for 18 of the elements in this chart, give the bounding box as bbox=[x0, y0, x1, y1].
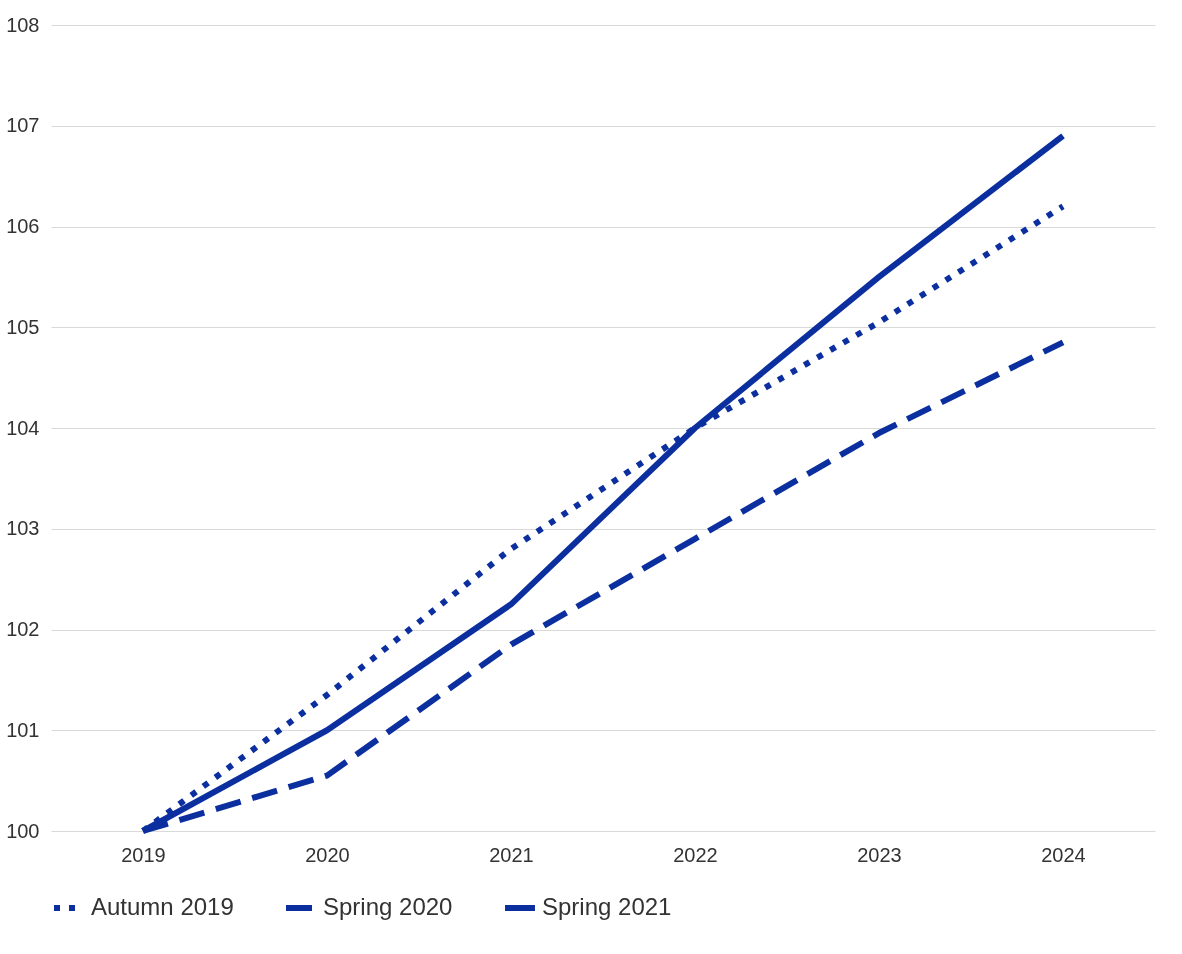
x-tick-label: 2021 bbox=[489, 843, 534, 866]
legend-label: Autumn 2019 bbox=[91, 893, 234, 920]
y-tick-label: 101 bbox=[6, 718, 40, 741]
y-tick-label: 103 bbox=[6, 517, 40, 540]
y-tick-label: 106 bbox=[6, 215, 40, 237]
y-tick-label: 108 bbox=[6, 13, 40, 36]
y-tick-label: 107 bbox=[6, 114, 40, 137]
x-tick-label: 2023 bbox=[857, 843, 902, 866]
x-tick-label: 2024 bbox=[1041, 843, 1086, 866]
y-tick-label: 100 bbox=[6, 819, 40, 842]
y-tick-label: 102 bbox=[6, 618, 40, 640]
x-tick-label: 2020 bbox=[305, 843, 350, 866]
legend-label: Spring 2021 bbox=[542, 893, 672, 920]
y-tick-label: 104 bbox=[6, 416, 40, 439]
legend-label: Spring 2020 bbox=[323, 893, 453, 920]
x-tick-label: 2022 bbox=[673, 843, 718, 866]
x-tick-label: 2019 bbox=[121, 843, 166, 866]
y-tick-label: 105 bbox=[6, 315, 40, 338]
